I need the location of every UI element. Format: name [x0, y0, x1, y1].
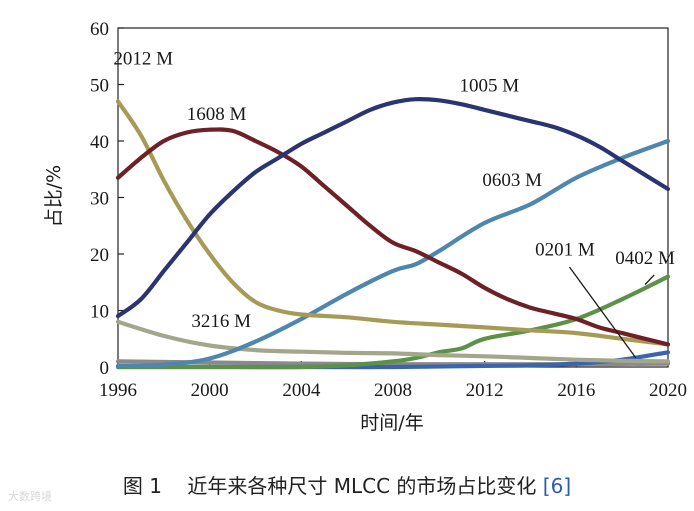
series-label-3216-m: 3216 M	[191, 311, 251, 332]
series-label-0402-m: 0402 M	[615, 248, 675, 269]
axes: 1996 2000 2004 2008 2012 2016 2020 0 10 20 30 40 50 6…	[90, 19, 687, 401]
caption-text: 近年来各种尺寸 MLCC 的市场占比变化	[187, 474, 537, 498]
series-label-0603-m: 0603 M	[482, 170, 542, 191]
series-label-1608-m: 1608 M	[187, 104, 247, 125]
series-line-3216-m	[115, 319, 671, 364]
series-lines	[115, 96, 671, 370]
series-label-0201-m: 0201 M	[535, 240, 595, 261]
caption-reference: [6]	[542, 474, 572, 498]
series-labels: 2012 M 1608 M 1005 M 0603 M 3216 M 0201 M 0402…	[113, 49, 675, 332]
y-tick-label: 30	[90, 189, 109, 210]
label-pointers	[568, 266, 655, 359]
series-label-2012-m: 2012 M	[113, 49, 173, 70]
x-axis-title: 时间/年	[360, 412, 423, 434]
y-axis-title: 占比/%	[43, 165, 65, 227]
figure-caption: 图 1 近年来各种尺寸 MLCC 的市场占比变化 [6]	[0, 470, 694, 499]
y-tick-label: 40	[90, 132, 109, 153]
x-tick-label: 2004	[282, 380, 321, 401]
x-tick-label: 2008	[374, 380, 412, 401]
x-tick-label: 2020	[649, 380, 687, 401]
watermark: 大数跨境	[8, 490, 52, 503]
mlcc-market-share-chart: 1996 2000 2004 2008 2012 2016 2020 0 10 20 30 40 50 6…	[43, 19, 687, 434]
x-tick-label: 2012	[466, 380, 504, 401]
y-tick-label: 20	[90, 245, 109, 266]
series-line-1608-m	[115, 127, 671, 347]
x-tick-label: 1996	[99, 380, 137, 401]
series-line-2012-m	[115, 99, 671, 347]
series-line-0603-m	[115, 138, 671, 368]
pointer-0402-m	[644, 274, 655, 285]
y-tick-label: 50	[90, 76, 109, 97]
x-tick-label: 2000	[191, 380, 229, 401]
x-tick-label: 2016	[557, 380, 595, 401]
y-tick-label: 60	[90, 19, 109, 40]
pointer-0201-m	[568, 266, 637, 359]
y-tick-label: 10	[90, 302, 109, 323]
series-label-1005-m: 1005 M	[459, 75, 519, 96]
y-tick-label: 0	[100, 358, 110, 379]
series-line-1005-m	[115, 96, 671, 319]
caption-figure-number: 图 1	[122, 474, 162, 498]
